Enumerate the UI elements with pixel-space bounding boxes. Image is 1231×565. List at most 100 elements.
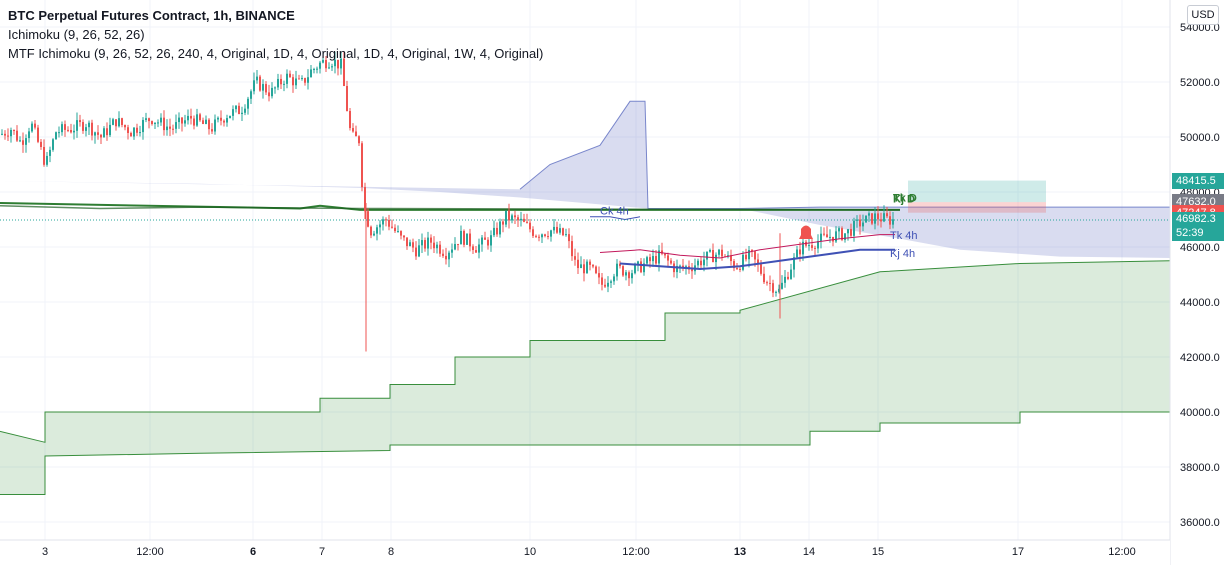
candle-body: [142, 119, 144, 133]
candle-body: [571, 241, 573, 257]
candle-body: [808, 245, 810, 247]
candle-body: [232, 109, 234, 116]
candle-body: [292, 77, 294, 86]
candle-body: [259, 76, 261, 91]
candle-body: [85, 127, 87, 131]
candle-body: [652, 256, 654, 262]
candle-body: [202, 120, 204, 124]
time-tick-label: 14: [803, 546, 815, 558]
candle-body: [736, 268, 738, 270]
candle-body: [670, 260, 672, 264]
candle-body: [886, 213, 888, 217]
candle-body: [730, 255, 732, 262]
candle-body: [358, 136, 360, 144]
candle-body: [466, 233, 468, 245]
candle-body: [136, 127, 138, 133]
candle-body: [496, 227, 498, 235]
candle-body: [253, 80, 255, 92]
candle-body: [268, 92, 270, 97]
candle-body: [160, 117, 162, 123]
candle-body: [439, 244, 441, 254]
time-tick-label: 7: [319, 546, 325, 558]
candle-body: [865, 215, 867, 223]
ichimoku-legend[interactable]: Ichimoku (9, 26, 52, 26): [8, 27, 145, 42]
candle-body: [568, 234, 570, 242]
candle-body: [388, 219, 390, 227]
candle-body: [781, 282, 783, 289]
bar-countdown: 52:39: [1176, 226, 1204, 239]
candle-body: [769, 282, 771, 284]
candle-body: [7, 135, 9, 137]
candle-body: [133, 127, 135, 137]
candle-body: [304, 78, 306, 83]
candle-body: [430, 237, 432, 243]
candle-body: [151, 121, 153, 125]
candle-body: [226, 118, 228, 123]
candle-body: [43, 146, 45, 165]
candle-body: [88, 122, 90, 128]
candle-body: [754, 251, 756, 260]
candle-body: [415, 247, 417, 257]
candle-body: [829, 236, 831, 238]
candle-body: [706, 251, 708, 260]
candle-body: [64, 124, 66, 130]
candle-body: [217, 117, 219, 120]
symbol-title[interactable]: BTC Perpetual Futures Contract, 1h, BINA…: [8, 8, 295, 23]
currency-button[interactable]: USD: [1187, 5, 1219, 25]
candle-body: [469, 233, 471, 247]
candle-body: [868, 213, 870, 216]
candle-body: [328, 67, 330, 69]
candle-body: [325, 59, 327, 69]
candle-body: [610, 281, 612, 283]
candle-body: [802, 241, 804, 255]
candle-body: [406, 237, 408, 247]
candle-body: [544, 234, 546, 237]
time-tick-label: 17: [1012, 546, 1024, 558]
candle-body: [169, 126, 171, 129]
candle-body: [841, 228, 843, 240]
chikou-4h-line: [590, 216, 641, 221]
candle-body: [685, 266, 687, 268]
candle-body: [22, 140, 24, 145]
candle-body: [1, 133, 3, 135]
candle-body: [370, 226, 372, 236]
candle-body: [109, 124, 111, 136]
candle-body: [70, 129, 72, 133]
candle-body: [847, 229, 849, 234]
candle-body: [601, 277, 603, 285]
candle-body: [403, 235, 405, 238]
price-tag-target: 48415.5: [1172, 172, 1224, 189]
candle-body: [619, 263, 621, 267]
candle-body: [877, 213, 879, 220]
candle-body: [577, 259, 579, 269]
time-tick-label: 3: [42, 546, 48, 558]
alert-bell-icon: [799, 225, 813, 239]
candle-body: [775, 291, 777, 293]
candle-body: [859, 219, 861, 227]
candle-body: [346, 85, 348, 112]
mtf-ichimoku-legend[interactable]: MTF Ichimoku (9, 26, 52, 26, 240, 4, Ori…: [8, 46, 544, 61]
candle-body: [241, 112, 243, 115]
candle-body: [46, 155, 48, 165]
candle-body: [394, 227, 396, 232]
weekly-kumo-span-a: [0, 260, 1171, 443]
candle-body: [586, 261, 588, 274]
price-tick-label: 50000.0: [1180, 132, 1220, 144]
candle-body: [697, 260, 699, 266]
candle-body: [613, 276, 615, 282]
candle-body: [331, 66, 333, 68]
candle-body: [553, 226, 555, 231]
candle-body: [34, 123, 36, 128]
candle-body: [214, 119, 216, 132]
candle-body: [760, 264, 762, 274]
weekly-kumo: [0, 260, 1170, 495]
candle-body: [691, 269, 693, 272]
candle-body: [82, 122, 84, 131]
candle-body: [37, 127, 39, 142]
candle-body: [703, 259, 705, 266]
candle-body: [739, 268, 741, 270]
candle-body: [529, 222, 531, 230]
candle-body: [517, 217, 519, 221]
candle-body: [58, 132, 60, 134]
